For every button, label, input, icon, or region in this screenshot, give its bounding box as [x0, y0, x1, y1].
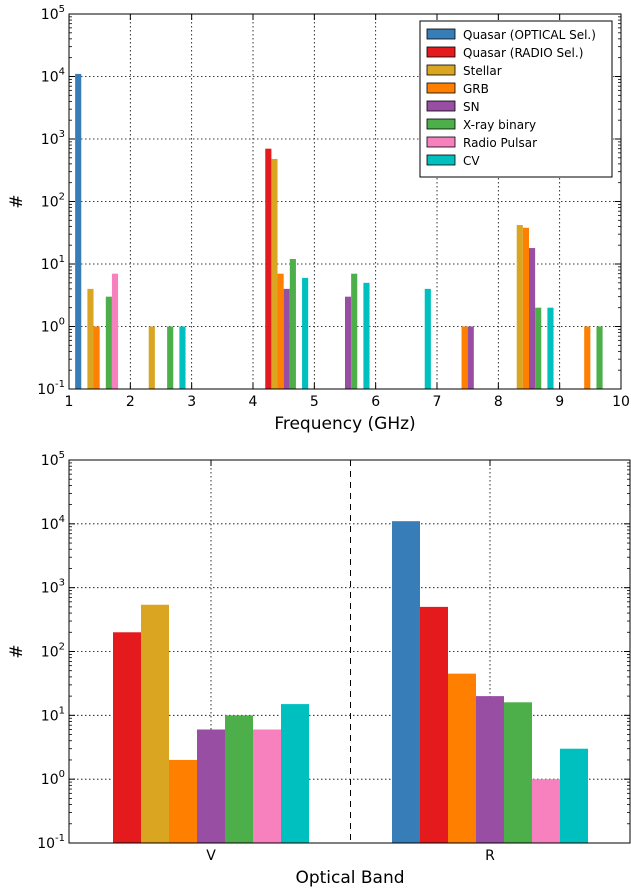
- legend-entry-label: SN: [463, 100, 480, 114]
- bar-stellar-3: [516, 225, 523, 389]
- band-x-axis-label: Optical Band: [295, 868, 404, 888]
- band-y-tick-label: 103: [41, 578, 65, 597]
- legend-swatch: [426, 154, 456, 166]
- bar-r-x-ray-binary: [504, 702, 532, 843]
- bar-v-radio-pulsar: [253, 729, 281, 843]
- bar-grb-2: [461, 326, 468, 389]
- freq-y-axis-label: #: [7, 194, 27, 208]
- freq-x-tick-label: 3: [187, 394, 196, 410]
- bar-sn-1: [345, 296, 352, 389]
- bar-x-ray-binary-1: [167, 326, 174, 389]
- bar-v-quasar-radio-sel-: [113, 632, 141, 843]
- freq-x-tick-label: 7: [433, 394, 442, 410]
- legend-swatch: [426, 28, 456, 40]
- legend-swatch: [426, 118, 456, 130]
- legend-swatch: [426, 46, 456, 58]
- bar-grb-4: [584, 326, 591, 389]
- legend-entry-label: GRB: [463, 82, 489, 96]
- legend-swatch: [426, 136, 456, 148]
- bar-r-grb: [448, 673, 476, 843]
- bar-r-cv: [560, 748, 588, 843]
- bar-x-ray-binary-2: [289, 259, 296, 389]
- legend-swatch: [426, 82, 456, 94]
- freq-x-tick-label: 2: [126, 394, 135, 410]
- band-x-tick-label: V: [206, 848, 216, 864]
- bar-cv-3: [424, 288, 431, 389]
- bar-sn-3: [529, 248, 536, 389]
- bar-r-quasar-optical-sel-: [392, 521, 420, 843]
- freq-x-tick-label: 1: [65, 394, 74, 410]
- band-y-tick-label: 10-1: [37, 833, 65, 852]
- freq-x-tick-label: 4: [249, 394, 258, 410]
- legend-entry-label: Stellar: [463, 64, 502, 78]
- freq-plot-frame: [68, 13, 622, 390]
- legend-swatch: [426, 100, 456, 112]
- bar-quasar-radio-sel--0: [265, 148, 272, 389]
- optical-band-histogram-chart: 10-1 100 101 102 103 104 105 V R Optical Band #: [7, 450, 631, 888]
- freq-x-tick-label: 10: [612, 394, 630, 410]
- freq-x-tick-label: 9: [555, 394, 564, 410]
- freq-x-axis-label: Frequency (GHz): [274, 414, 415, 434]
- legend: Quasar (OPTICAL Sel.) Quasar (RADIO Sel.)…: [419, 20, 613, 178]
- bar-cv-1: [302, 277, 309, 389]
- band-y-tick-label: 102: [41, 642, 65, 661]
- bar-grb-0: [93, 326, 100, 389]
- bar-sn-2: [467, 326, 474, 389]
- band-y-axis-label: #: [7, 644, 27, 658]
- bar-x-ray-binary-0: [105, 296, 112, 389]
- freq-x-tick-label: 8: [494, 394, 503, 410]
- bar-x-ray-binary-4: [535, 307, 542, 389]
- bar-r-sn: [476, 696, 504, 843]
- bar-stellar-0: [87, 288, 94, 389]
- band-y-tick-label: 100: [41, 769, 65, 788]
- bar-v-sn: [197, 729, 225, 843]
- frequency-histogram-chart: 10-1 100 101 102 103 104 105 1 2 3 4 5 6 7 8 9 10 Frequen…: [7, 4, 630, 434]
- bar-x-ray-binary-5: [596, 326, 603, 389]
- band-y-tick-label: 104: [41, 514, 65, 533]
- bar-v-grb: [169, 759, 197, 843]
- band-y-tick-label: 105: [41, 450, 65, 469]
- freq-y-tick-label: 103: [41, 129, 65, 148]
- bar-grb-3: [522, 227, 529, 389]
- freq-y-tick-label: 102: [41, 192, 65, 211]
- bar-x-ray-binary-3: [351, 273, 358, 389]
- band-plot-frame: [68, 459, 631, 844]
- bar-r-radio-pulsar: [532, 779, 560, 843]
- bar-sn-0: [283, 288, 290, 389]
- bar-stellar-2: [271, 158, 278, 389]
- freq-y-tick-label: 101: [41, 254, 65, 273]
- band-y-tick-label: 101: [41, 705, 65, 724]
- bar-r-quasar-radio-sel-: [420, 606, 448, 843]
- freq-y-tick-label: 105: [41, 4, 65, 23]
- legend-box: [419, 20, 613, 178]
- band-x-tick-label: R: [485, 848, 495, 864]
- freq-x-tick-label: 6: [371, 394, 380, 410]
- bar-stellar-1: [148, 326, 155, 389]
- freq-x-tick-label: 5: [310, 394, 319, 410]
- bar-v-stellar: [141, 604, 169, 843]
- legend-entry-label: Quasar (OPTICAL Sel.): [463, 28, 596, 42]
- bar-cv-0: [179, 326, 186, 389]
- legend-entry-label: CV: [463, 154, 480, 168]
- freq-y-tick-label: 10-1: [37, 379, 65, 398]
- bar-radio-pulsar-0: [111, 273, 119, 389]
- legend-swatch: [426, 64, 456, 76]
- legend-entry-label: Radio Pulsar: [463, 136, 537, 150]
- bar-cv-4: [547, 307, 554, 389]
- bar-v-x-ray-binary: [225, 715, 253, 843]
- bar-v-cv: [281, 704, 309, 843]
- bar-cv-2: [363, 282, 370, 389]
- legend-entry-label: Quasar (RADIO Sel.): [463, 46, 583, 60]
- bar-quasar-optical-sel--0: [75, 73, 82, 389]
- legend-entry-label: X-ray binary: [463, 118, 536, 132]
- bar-grb-1: [277, 273, 284, 389]
- freq-y-tick-label: 104: [41, 67, 65, 86]
- freq-y-tick-label: 100: [41, 317, 65, 336]
